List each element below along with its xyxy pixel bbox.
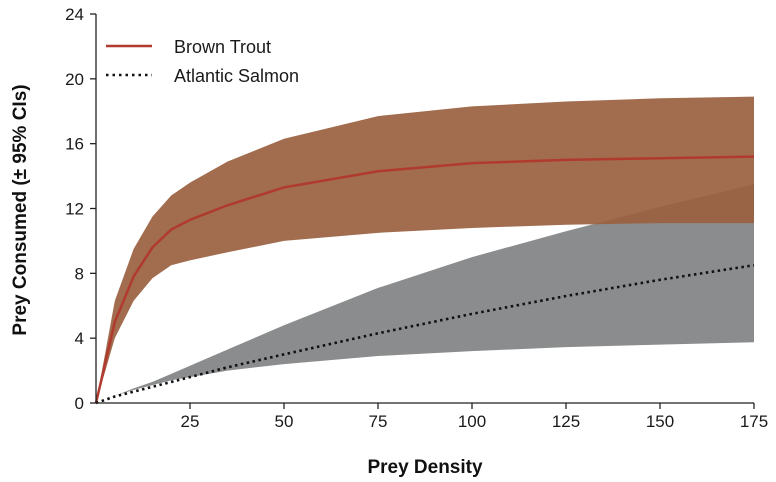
x-axis-ticks: 25 50 75 100 125 150 175 — [181, 403, 768, 431]
y-axis-ticks: 0 4 8 12 16 20 24 — [65, 5, 96, 413]
y-axis-title: Prey Consumed (± 95% CIs) — [10, 84, 31, 335]
x-tick-label: 150 — [646, 412, 674, 431]
y-tick-label: 24 — [65, 5, 84, 24]
confidence-bands — [96, 96, 754, 403]
y-tick-label: 0 — [75, 394, 84, 413]
x-tick-label: 75 — [369, 412, 388, 431]
y-tick-label: 8 — [75, 264, 84, 283]
x-tick-label: 50 — [275, 412, 294, 431]
legend: Brown Trout Atlantic Salmon — [106, 37, 299, 86]
y-tick-label: 4 — [75, 329, 84, 348]
legend-label-brown-trout: Brown Trout — [174, 37, 271, 57]
y-tick-label: 12 — [65, 200, 84, 219]
ci-band-atlantic-salmon — [96, 184, 754, 403]
series-line-atlantic-salmon — [95, 263, 755, 405]
x-axis-title: Prey Density — [367, 457, 483, 478]
series-lines — [94, 155, 755, 405]
x-tick-label: 125 — [552, 412, 580, 431]
y-tick-label: 20 — [65, 70, 84, 89]
x-tick-label: 100 — [458, 412, 486, 431]
x-tick-label: 25 — [181, 412, 200, 431]
ci-band-brown-trout — [96, 96, 754, 403]
y-tick-label: 16 — [65, 135, 84, 154]
series-line-brown-trout — [94, 155, 755, 404]
x-tick-label: 175 — [740, 412, 768, 431]
legend-label-atlantic-salmon: Atlantic Salmon — [174, 66, 299, 86]
